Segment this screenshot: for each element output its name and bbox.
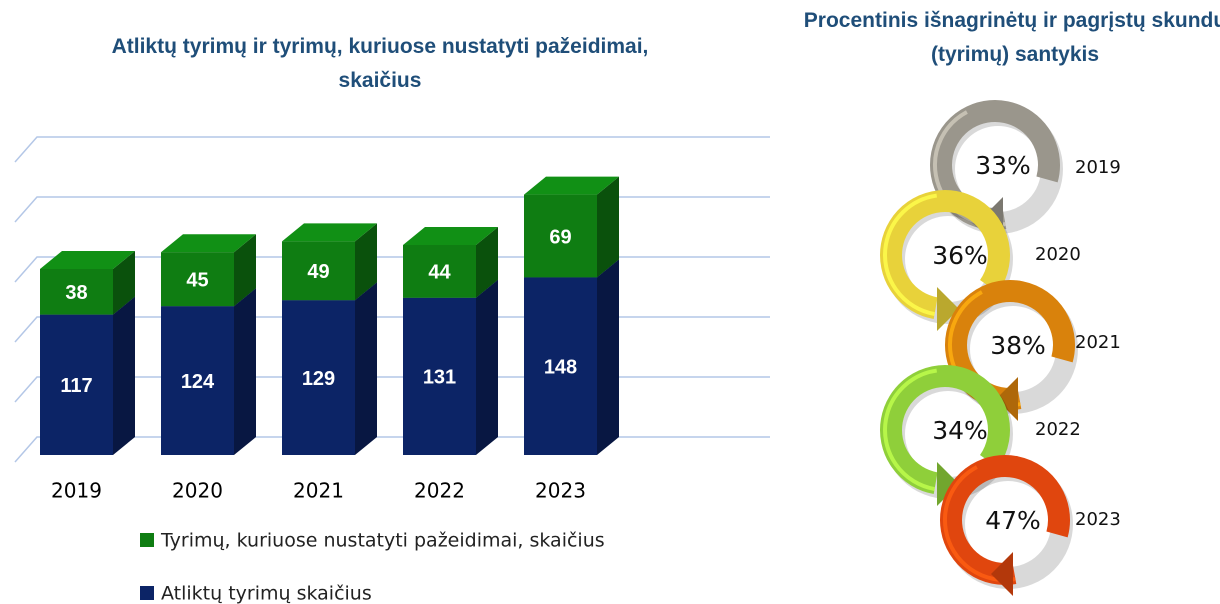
- grid-line: [14, 196, 770, 223]
- bar: [403, 297, 476, 455]
- x-tick-label: 2020: [172, 479, 223, 503]
- bar-top: [40, 251, 135, 269]
- ring-year: 2022: [1035, 419, 1081, 440]
- bar: [282, 300, 355, 455]
- x-tick-label: 2022: [414, 479, 465, 503]
- bar-side: [597, 259, 619, 455]
- bar-side: [234, 288, 256, 455]
- data-label: 38: [65, 282, 87, 304]
- data-label: 44: [428, 262, 451, 284]
- legend-label: Tyrimų, kuriuose nustatyti pažeidimai, s…: [160, 530, 605, 552]
- bar-side: [476, 279, 498, 455]
- data-label: 69: [549, 226, 571, 248]
- bar: [524, 194, 597, 278]
- bar-top: [524, 176, 619, 195]
- bar: [524, 277, 597, 455]
- bar-side: [113, 251, 135, 315]
- ring-highlight: [883, 368, 1008, 492]
- ring-value: 47%: [985, 506, 1041, 535]
- ring-value: 33%: [975, 151, 1031, 180]
- bar-top: [161, 234, 256, 253]
- ring-year: 2023: [1075, 509, 1121, 530]
- data-label: 131: [423, 367, 456, 389]
- bar: [161, 306, 234, 455]
- bar-side: [476, 227, 498, 298]
- ring-highlight: [883, 193, 1007, 317]
- bar-side: [597, 176, 619, 278]
- ring-highlight: [933, 103, 1057, 227]
- ring: [940, 455, 1070, 585]
- bar-side: [113, 296, 135, 455]
- bar-chart-title: Atliktų tyrimų ir tyrimų, kuriuose nusta…: [111, 35, 649, 92]
- x-tick-label: 2019: [51, 479, 102, 503]
- bar: [40, 314, 113, 455]
- data-label: 45: [186, 269, 208, 291]
- bar-side: [355, 282, 377, 455]
- data-label: 49: [307, 261, 329, 283]
- ring-arrowhead: [991, 552, 1013, 596]
- legend-label: Atliktų tyrimų skaičius: [161, 583, 372, 604]
- ring-highlight: [943, 458, 1067, 582]
- ring-highlight: [948, 283, 1072, 407]
- bar: [40, 269, 113, 315]
- bar-top: [403, 227, 498, 245]
- bar: [161, 252, 234, 307]
- ring-year: 2019: [1075, 157, 1121, 178]
- ring-value: 34%: [932, 416, 988, 445]
- bar-side: [355, 223, 377, 301]
- ring-year: 2020: [1035, 244, 1081, 265]
- x-tick-label: 2023: [535, 479, 586, 503]
- ring-arrowhead: [937, 287, 959, 331]
- bar-top: [282, 223, 377, 242]
- grid-line: [14, 136, 770, 163]
- ring-value: 36%: [932, 241, 988, 270]
- legend-swatch: [140, 586, 154, 600]
- ring-year: 2021: [1075, 332, 1121, 353]
- bar: [282, 241, 355, 301]
- bar: [403, 245, 476, 298]
- data-label: 117: [60, 375, 92, 397]
- data-label: 124: [181, 371, 215, 393]
- rings-title: Procentinis išnagrinėtų ir pagrįstų skun…: [803, 9, 1220, 66]
- ring-arrowhead: [937, 462, 959, 506]
- data-label: 129: [302, 368, 335, 390]
- data-label: 148: [544, 356, 577, 378]
- ring: [880, 365, 1011, 495]
- bar-side: [234, 234, 256, 307]
- legend-swatch: [140, 533, 154, 547]
- ring: [945, 280, 1075, 410]
- ring-value: 38%: [990, 331, 1046, 360]
- x-tick-label: 2021: [293, 479, 344, 503]
- ring: [880, 190, 1010, 320]
- ring-arrowhead: [996, 377, 1018, 421]
